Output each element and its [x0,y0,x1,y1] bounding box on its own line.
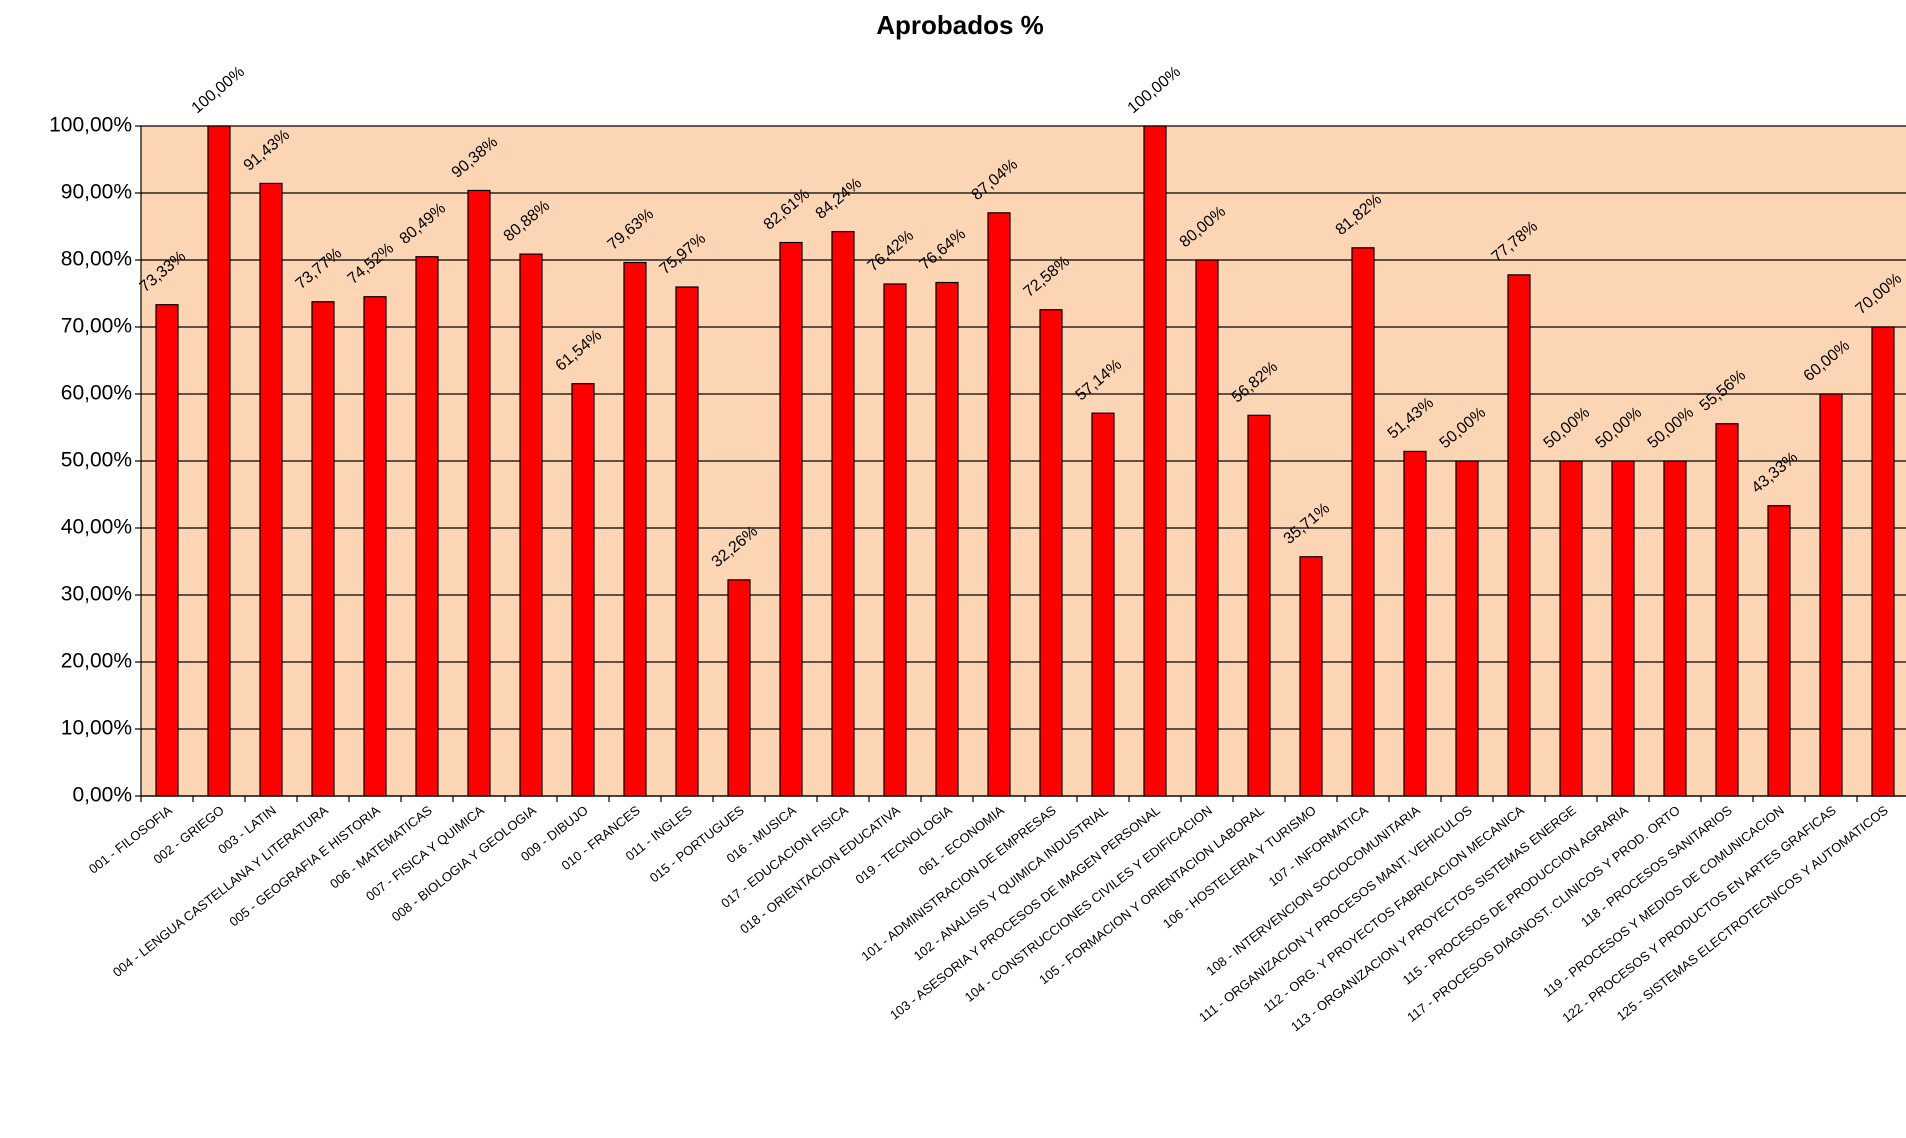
value-label: 100,00% [1125,63,1184,117]
bar [467,189,491,797]
y-tick-label: 0,00% [72,784,132,807]
bar [519,253,543,797]
chart-title: Aprobados % [876,10,1044,40]
bar [1403,450,1427,797]
bar [1143,125,1167,797]
bar [1611,460,1635,797]
y-tick-label: 60,00% [61,382,132,405]
bar [207,125,231,797]
x-tick-label: 001 - FILOSOFIA [86,802,175,876]
bar [675,286,699,797]
bar [831,230,855,797]
bar [1819,393,1843,797]
y-tick-label: 100,00% [49,114,132,137]
y-tick-label: 50,00% [61,449,132,472]
bar [415,256,439,797]
y-tick-label: 10,00% [61,717,132,740]
x-tick-label: 119 - PROCESOS Y MEDIOS DE COMUNICACION [1540,803,1787,1000]
bar [1247,414,1271,797]
bar [1039,309,1063,797]
y-tick-label: 30,00% [61,583,132,606]
x-tick-label: 019 - TECNOLOGIA [852,802,955,887]
y-tick-label: 90,00% [61,181,132,204]
x-tick-label: 104 - CONSTRUCCIONES CIVILES Y EDIFICACI… [962,803,1215,1005]
y-tick-label: 40,00% [61,516,132,539]
bar [1663,460,1687,797]
bar [1195,259,1219,797]
value-label: 100,00% [189,63,248,117]
bar [1455,460,1479,797]
bar [571,383,595,797]
bar [623,261,647,797]
bar [1091,412,1115,797]
bar [155,304,179,797]
bar [1299,556,1323,797]
bar [363,296,387,797]
bar [779,241,803,797]
bar [259,182,283,797]
bar [1351,247,1375,797]
x-tick-label: 061 - ECONOMIA [916,802,1007,878]
bar [1871,326,1895,797]
y-tick-label: 80,00% [61,248,132,271]
bar [1715,423,1739,797]
bar [1767,505,1791,797]
bar [311,301,335,797]
bar [1559,460,1583,797]
y-tick-label: 70,00% [61,315,132,338]
bar [987,212,1011,797]
y-tick-label: 20,00% [61,650,132,673]
x-tick-label: 102 - ANALISIS Y QUIMICA INDUSTRIAL [911,803,1111,964]
bar [1507,274,1531,797]
bar [935,281,959,797]
bar [883,283,907,797]
bar [727,579,751,797]
x-tick-label: 015 - PORTUGUES [647,802,747,885]
